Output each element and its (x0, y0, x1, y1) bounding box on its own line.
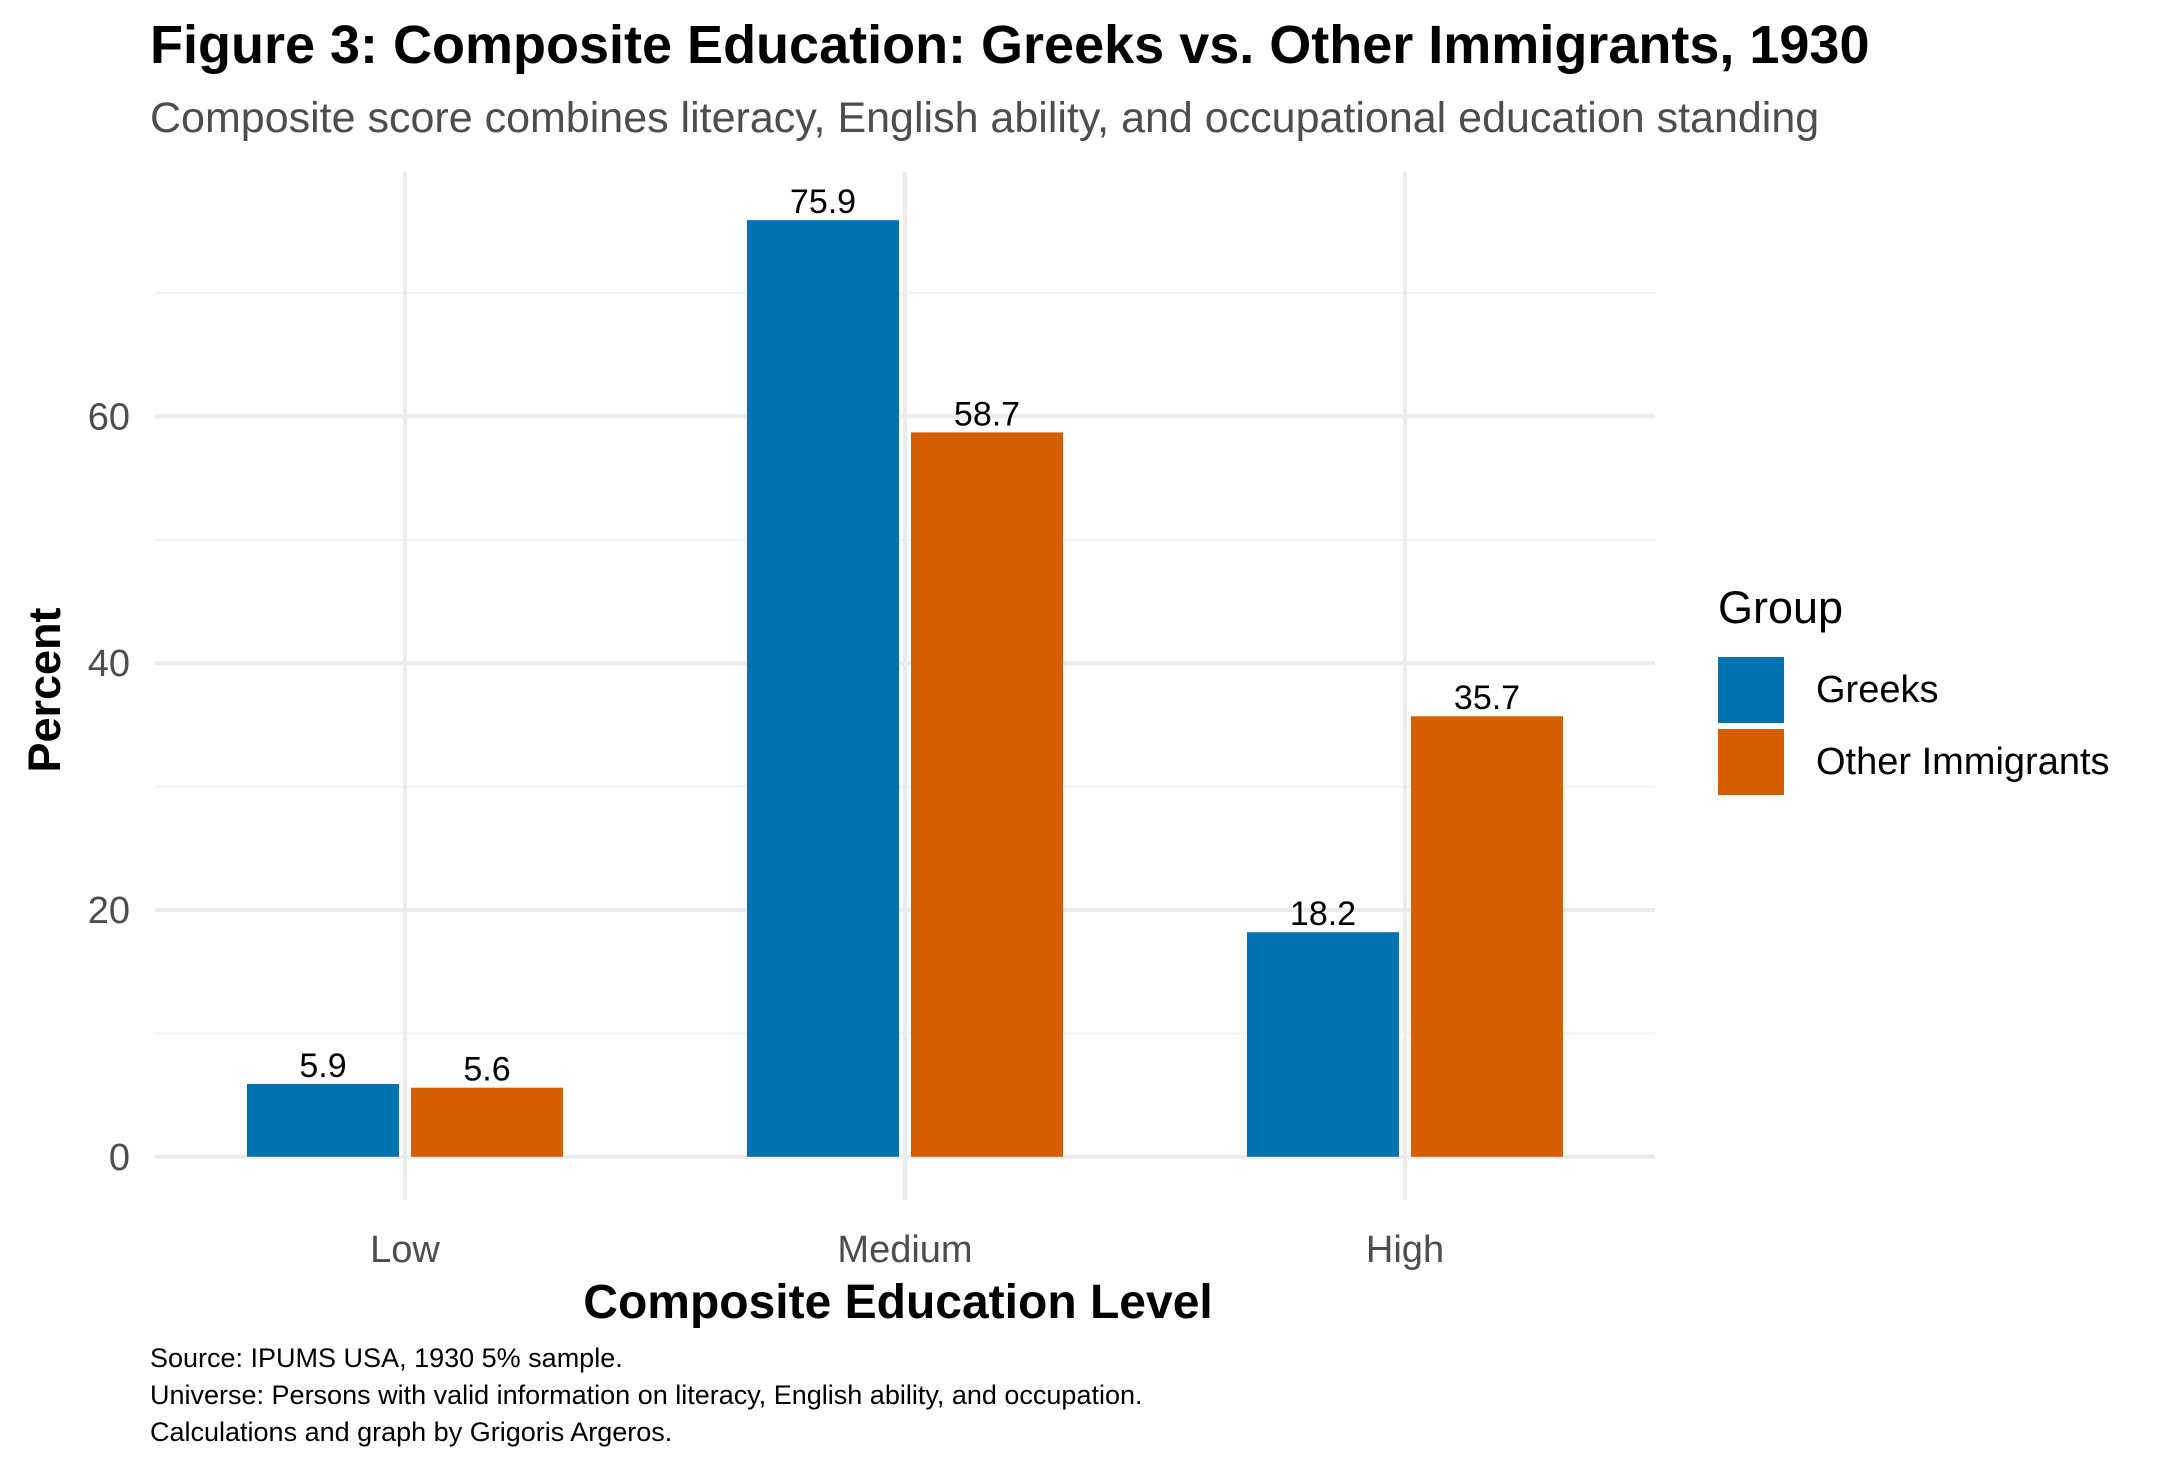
y-tick-label: 20 (88, 890, 130, 932)
grid-lines (155, 172, 1655, 1200)
y-tick-labels: 0 20 40 60 (88, 396, 130, 1178)
bar-value-labels: 5.9 75.9 18.2 5.6 58.7 35.7 (299, 183, 1520, 1089)
x-tick-label: Medium (837, 1229, 972, 1271)
bar (1411, 716, 1563, 1157)
x-tick-labels: Low Medium High (370, 1229, 1444, 1271)
bar (1247, 932, 1399, 1157)
y-tick-label: 40 (88, 643, 130, 685)
chart-subtitle: Composite score combines literacy, Engli… (150, 94, 1820, 142)
x-tick-label: High (1366, 1229, 1444, 1271)
bar (411, 1087, 563, 1157)
x-axis-label: Composite Education Level (583, 1276, 1212, 1329)
caption-credit: Calculations and graph by Grigoris Arger… (150, 1417, 673, 1447)
caption: Source: IPUMS USA, 1930 5% sample. Unive… (150, 1340, 1143, 1451)
bar (911, 432, 1063, 1157)
y-tick-label: 60 (88, 396, 130, 438)
legend-label: Greeks (1816, 668, 1939, 711)
chart-title: Figure 3: Composite Education: Greeks vs… (150, 15, 1870, 75)
caption-source: Source: IPUMS USA, 1930 5% sample. (150, 1343, 623, 1373)
bar (747, 220, 899, 1157)
legend-key-other-immigrants (1718, 729, 1784, 795)
bar-value-label: 5.6 (463, 1051, 510, 1089)
bars (247, 220, 1563, 1157)
legend-label: Other Immigrants (1816, 740, 2110, 783)
bar-value-label: 35.7 (1454, 679, 1520, 717)
legend-item-other-immigrants: Other Immigrants (1718, 726, 2110, 798)
bar (247, 1083, 399, 1157)
legend-title: Group (1718, 582, 1844, 633)
caption-universe: Universe: Persons with valid information… (150, 1380, 1143, 1410)
x-tick-label: Low (370, 1229, 440, 1271)
legend-item-greeks: Greeks (1718, 654, 2110, 726)
legend: Group Greeks Other Immigrants (1718, 582, 2110, 798)
bar-value-label: 18.2 (1290, 895, 1356, 933)
y-tick-label: 0 (109, 1137, 130, 1179)
y-axis-label: Percent (19, 607, 70, 772)
legend-key-greeks (1718, 657, 1784, 723)
bar-value-label: 58.7 (954, 395, 1020, 433)
bar-value-label: 5.9 (299, 1047, 346, 1085)
bar-value-label: 75.9 (790, 183, 856, 221)
